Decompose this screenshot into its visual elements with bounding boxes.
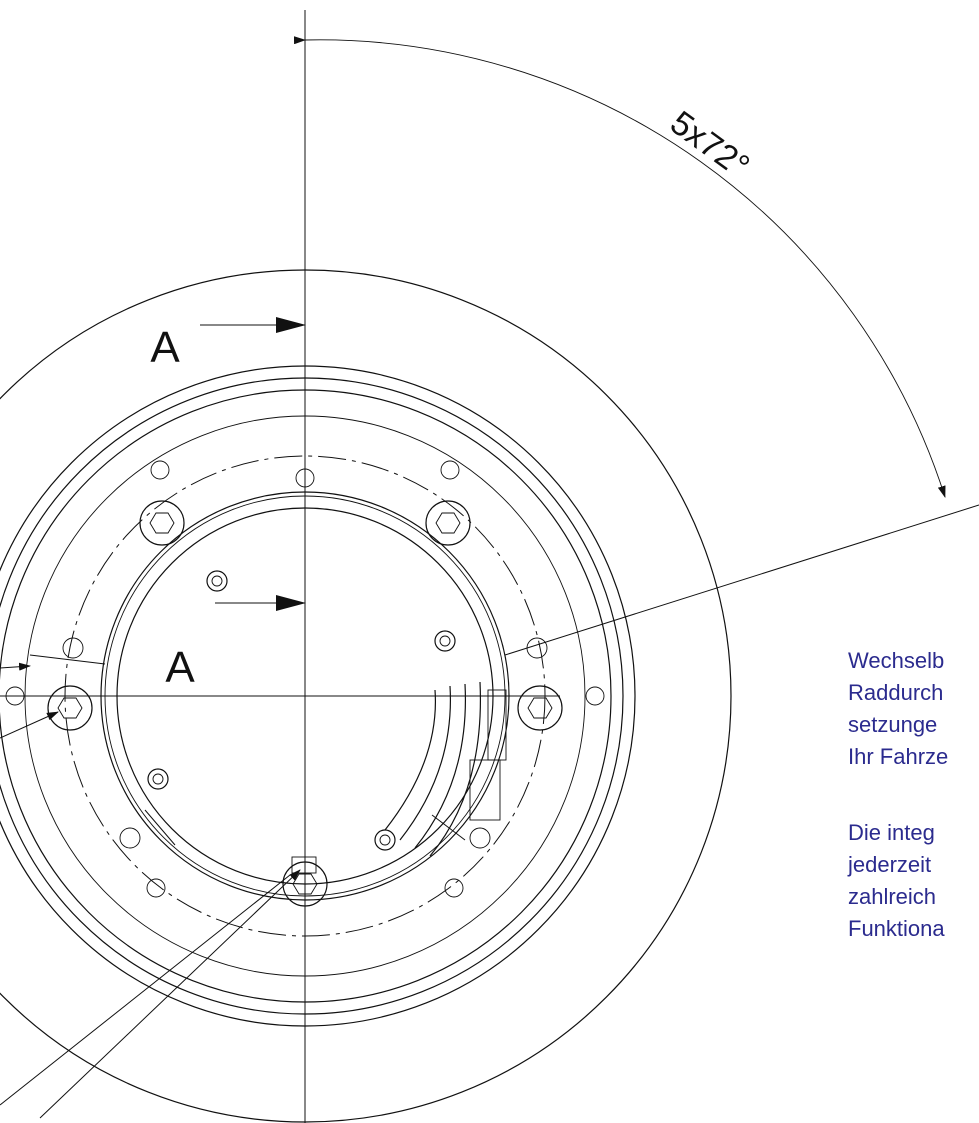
angle-label: 5x72° (663, 104, 756, 186)
description-line: Funktiona (848, 916, 945, 941)
description-line: Raddurch (848, 680, 943, 705)
description-line: jederzeit (847, 852, 931, 877)
description-line: setzunge (848, 712, 937, 737)
description: Wechselb Raddurch setzunge Ihr Fahrze Die in… (847, 648, 948, 941)
section-label: A (165, 643, 195, 692)
section-label: A (150, 323, 180, 372)
drawing: A A 5x72° Wechselb Raddurch setzunge Ihr Fa… (0, 0, 979, 1123)
description-line: zahlreich (848, 884, 936, 909)
description-line: Ihr Fahrze (848, 744, 948, 769)
description-line: Wechselb (848, 648, 944, 673)
description-line: Die integ (848, 820, 935, 845)
